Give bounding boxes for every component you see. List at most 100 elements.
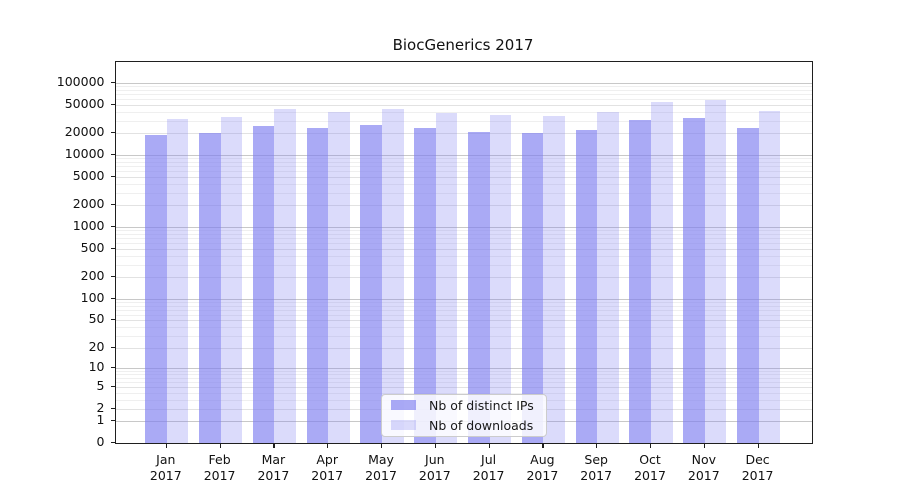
bar-distinct-ips-nov xyxy=(683,117,705,443)
bar-downloads-apr xyxy=(328,112,350,443)
gridline-100 xyxy=(116,298,812,300)
bar-downloads-dec xyxy=(758,111,781,443)
legend: Nb of distinct IPs Nb of downloads xyxy=(381,393,547,437)
x-tick-label-sep: Sep 2017 xyxy=(580,452,613,483)
y-tick-label-20000: 20000 xyxy=(64,124,105,140)
x-tick-label-apr: Apr 2017 xyxy=(311,452,344,483)
x-tick-label-jun: Jun 2017 xyxy=(418,452,451,483)
x-tick-label-mar: Mar 2017 xyxy=(257,452,290,483)
bar-distinct-ips-may xyxy=(360,124,382,443)
y-tick-label-200: 200 xyxy=(80,268,105,284)
gridline-9000 xyxy=(116,158,812,160)
bar-downloads-jan xyxy=(166,118,189,443)
y-tick-label-500: 500 xyxy=(80,239,105,255)
gridline-40 xyxy=(116,326,812,328)
x-tick-label-aug: Aug 2017 xyxy=(526,452,559,483)
x-tick-label-jan: Jan 2017 xyxy=(149,452,182,483)
y-tick-label-5: 5 xyxy=(96,378,105,393)
bar-distinct-ips-aug xyxy=(521,133,544,443)
gridline-80000 xyxy=(116,90,812,91)
y-tick-label-2: 2 xyxy=(96,399,105,415)
y-tick-label-50000: 50000 xyxy=(64,95,105,111)
gridline-70 xyxy=(116,309,812,311)
legend-item-distinct-ips: Nb of distinct IPs xyxy=(391,398,546,413)
y-tick-label-10000: 10000 xyxy=(64,146,105,161)
gridline-10000 xyxy=(116,155,812,156)
bar-distinct-ips-apr xyxy=(306,127,329,443)
gridline-30 xyxy=(116,335,812,337)
bar-distinct-ips-jan xyxy=(145,134,167,443)
bar-distinct-ips-sep xyxy=(575,130,598,443)
x-tick-label-jul: Jul 2017 xyxy=(472,452,505,483)
gridline-8000 xyxy=(116,162,812,163)
bar-downloads-aug xyxy=(543,115,565,443)
gridline-4 xyxy=(116,392,812,394)
gridline-100000 xyxy=(116,83,812,84)
gridline-6000 xyxy=(116,171,812,172)
legend-swatch-downloads xyxy=(391,419,416,431)
bar-distinct-ips-jul xyxy=(468,131,490,443)
gridline-10 xyxy=(116,368,812,369)
gridline-90 xyxy=(116,301,812,303)
gridline-40000 xyxy=(116,111,812,113)
bar-downloads-sep xyxy=(597,112,619,443)
gridline-50 xyxy=(116,320,812,322)
y-tick-label-10: 10 xyxy=(88,359,105,374)
gridline-700 xyxy=(116,238,812,240)
bar-distinct-ips-jun xyxy=(414,128,436,443)
gridline-300 xyxy=(116,264,812,266)
y-tick-label-50: 50 xyxy=(88,311,105,327)
legend-swatch-distinct-ips xyxy=(391,399,416,411)
gridline-200 xyxy=(116,277,812,279)
gridline-30000 xyxy=(116,120,812,122)
x-tick-label-feb: Feb 2017 xyxy=(203,452,236,483)
gridline-8 xyxy=(116,374,812,376)
bar-downloads-may xyxy=(382,109,404,443)
bar-distinct-ips-feb xyxy=(199,133,221,443)
y-tick-label-100: 100 xyxy=(80,289,105,305)
bar-downloads-mar xyxy=(274,109,296,443)
y-tick-label-2000: 2000 xyxy=(72,196,105,212)
x-tick-label-may: May 2017 xyxy=(365,452,397,483)
y-tick-label-0: 0 xyxy=(96,434,105,449)
y-tick-label-100000: 100000 xyxy=(56,74,105,89)
legend-label-downloads: Nb of downloads xyxy=(429,417,534,433)
x-tick-label-oct: Oct 2017 xyxy=(634,452,666,483)
legend-label-distinct-ips: Nb of distinct IPs xyxy=(429,397,534,413)
gridline-7000 xyxy=(116,166,812,168)
gridline-60 xyxy=(116,314,812,316)
bar-downloads-feb xyxy=(220,116,243,443)
bar-downloads-jul xyxy=(489,114,512,443)
gridline-9 xyxy=(116,371,812,372)
gridline-1000 xyxy=(116,227,812,228)
y-tick-label-20: 20 xyxy=(88,338,105,354)
y-tick-label-5000: 5000 xyxy=(72,167,105,183)
gridline-600 xyxy=(116,242,812,244)
gridline-20 xyxy=(116,347,812,349)
gridline-90000 xyxy=(116,86,812,88)
gridline-70000 xyxy=(116,94,812,96)
bar-downloads-nov xyxy=(704,99,727,443)
bar-distinct-ips-oct xyxy=(629,119,651,443)
plot-area: Nb of distinct IPs Nb of downloads xyxy=(115,60,813,444)
gridline-3000 xyxy=(116,192,812,194)
chart-title: BiocGenerics 2017 xyxy=(392,36,534,54)
bar-downloads-oct xyxy=(651,102,673,443)
gridline-900 xyxy=(116,230,812,232)
gridline-2000 xyxy=(116,205,812,207)
gridline-7 xyxy=(116,378,812,379)
gridline-6 xyxy=(116,382,812,384)
gridline-50000 xyxy=(116,104,812,106)
x-tick-label-dec: Dec 2017 xyxy=(741,452,774,483)
gridline-800 xyxy=(116,233,812,235)
legend-item-downloads: Nb of downloads xyxy=(391,418,546,433)
gridline-80 xyxy=(116,305,812,307)
gridline-5 xyxy=(116,387,812,388)
x-tick-label-nov: Nov 2017 xyxy=(687,452,720,483)
gridline-5000 xyxy=(116,176,812,178)
gridline-400 xyxy=(116,255,812,257)
bar-downloads-jun xyxy=(435,113,458,443)
bar-distinct-ips-mar xyxy=(252,126,275,443)
gridline-500 xyxy=(116,248,812,250)
